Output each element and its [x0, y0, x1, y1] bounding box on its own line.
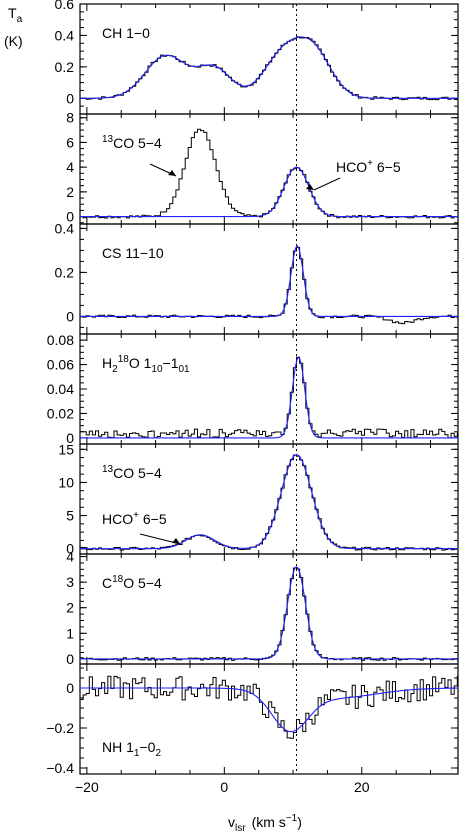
y-tick-label: 0 [66, 430, 74, 446]
species-label: 13CO 5−4 [102, 464, 162, 481]
panel-3: 0 0.2 0.4 CS 11−10 [55, 220, 459, 335]
observed-spectrum [80, 356, 458, 439]
y-tick-label: 0.04 [47, 381, 74, 397]
panel-1: 0 0.2 0.4 0.6 CH 1−0 [55, 0, 459, 115]
y-tick-label: 0.2 [55, 264, 75, 280]
panel-frame [79, 113, 459, 225]
species-label: NH 11−02 [102, 739, 161, 759]
y-tick-label: 0.2 [55, 59, 75, 75]
x-axis-label: vlsr (km s−1) [228, 813, 302, 834]
panel-frame [79, 333, 459, 445]
y-tick-label: 0.02 [47, 405, 74, 421]
x-tick-label: −20 [75, 779, 99, 795]
y-tick-label: 0 [66, 680, 74, 696]
y-tick-label: 2 [66, 184, 74, 200]
y-tick-label: 6 [66, 134, 74, 150]
annotation-arrowhead [168, 170, 176, 176]
y-tick-label: 2 [66, 600, 74, 616]
fit-curve [80, 687, 458, 733]
y-tick-label: 10 [58, 474, 74, 490]
fit-curve [80, 566, 458, 660]
fit-curve [80, 356, 458, 439]
y-axis-label: Ta [8, 5, 23, 25]
panel-7: −0.4 −0.2 0 NH 11−02 −20 0 20 [46, 663, 459, 795]
annotation-arrow [139, 533, 181, 545]
species-label: C18O 5−4 [102, 574, 162, 591]
y-tick-label: 8 [66, 110, 74, 126]
y-tick-label: 0.08 [47, 332, 74, 348]
panel-frame [79, 3, 459, 115]
panel-frame [79, 553, 459, 665]
fit-curve [80, 245, 458, 317]
species-label: CH 1−0 [102, 25, 150, 41]
y-tick-label: 4 [66, 549, 74, 565]
panel-frame [79, 663, 459, 775]
panel-frame [79, 443, 459, 555]
fit-curve [80, 454, 458, 550]
x-tick-label: 0 [220, 779, 228, 795]
y-tick-label: 5 [66, 508, 74, 524]
y-tick-label: 0 [66, 651, 74, 667]
y-tick-label: 0 [66, 209, 74, 225]
fit-curve [80, 36, 458, 99]
annotation-label: HCO+ 6−5 [336, 158, 401, 175]
y-tick-label: 0.4 [55, 27, 75, 43]
y-tick-label: 0.4 [55, 220, 75, 236]
y-tick-label: 1 [66, 625, 74, 641]
y-tick-label: −0.4 [46, 760, 74, 776]
y-tick-label: 15 [58, 441, 74, 457]
observed-spectrum [80, 675, 458, 739]
panel-5: 0 5 10 15 13CO 5−4 HCO+ 6−5 [58, 441, 459, 557]
panel-4: 0 0.02 0.04 0.06 0.08 H218O 110−101 [47, 332, 459, 446]
observed-spectrum [80, 36, 458, 101]
y-tick-label: 0.06 [47, 357, 74, 373]
species-label: 13CO 5−4 [102, 134, 162, 151]
annotation-arrow [306, 177, 341, 191]
fit-curve [80, 166, 458, 218]
y-tick-label: 0 [66, 90, 74, 106]
y-axis-unit: (K) [4, 33, 23, 49]
y-tick-label: 0.6 [55, 0, 75, 12]
species-label: CS 11−10 [102, 245, 164, 261]
panel-2: 0 2 4 6 8 13CO 5−4 HCO+ 6−5 [66, 110, 459, 225]
y-tick-label: 4 [66, 159, 74, 175]
panel-6: 0 1 2 3 4 C18O 5−4 [66, 549, 459, 667]
y-tick-label: 0 [66, 308, 74, 324]
y-tick-label: −0.2 [46, 720, 74, 736]
y-tick-label: 0 [66, 541, 74, 557]
x-tick-label: 20 [354, 779, 370, 795]
species-label: H218O 110−101 [102, 354, 190, 375]
annotation-label: HCO+ 6−5 [102, 510, 167, 527]
y-tick-label: 3 [66, 574, 74, 590]
